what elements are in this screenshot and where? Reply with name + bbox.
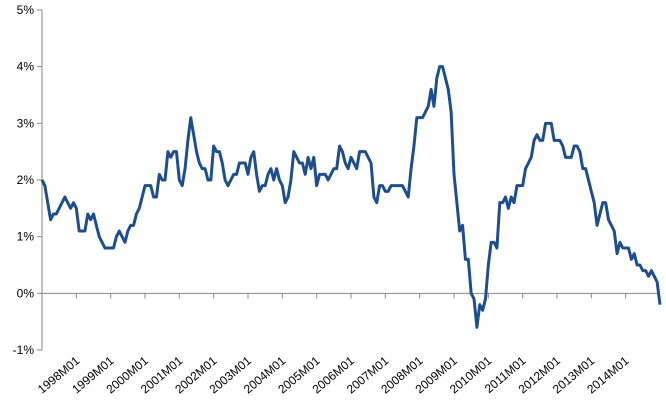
y-tick-label: 5% (17, 3, 35, 17)
y-tick-label: 0% (17, 286, 35, 300)
y-tick-label: 3% (17, 116, 35, 130)
y-tick-label: 4% (17, 60, 35, 74)
y-tick-label: 1% (17, 230, 35, 244)
line (40, 65, 662, 329)
y-tick-label: -1% (13, 343, 35, 357)
y-tick-label: 2% (17, 173, 35, 187)
